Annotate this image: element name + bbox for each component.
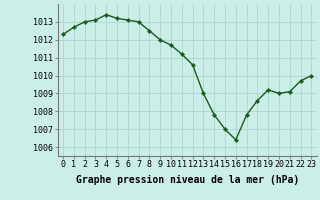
X-axis label: Graphe pression niveau de la mer (hPa): Graphe pression niveau de la mer (hPa) bbox=[76, 175, 299, 185]
